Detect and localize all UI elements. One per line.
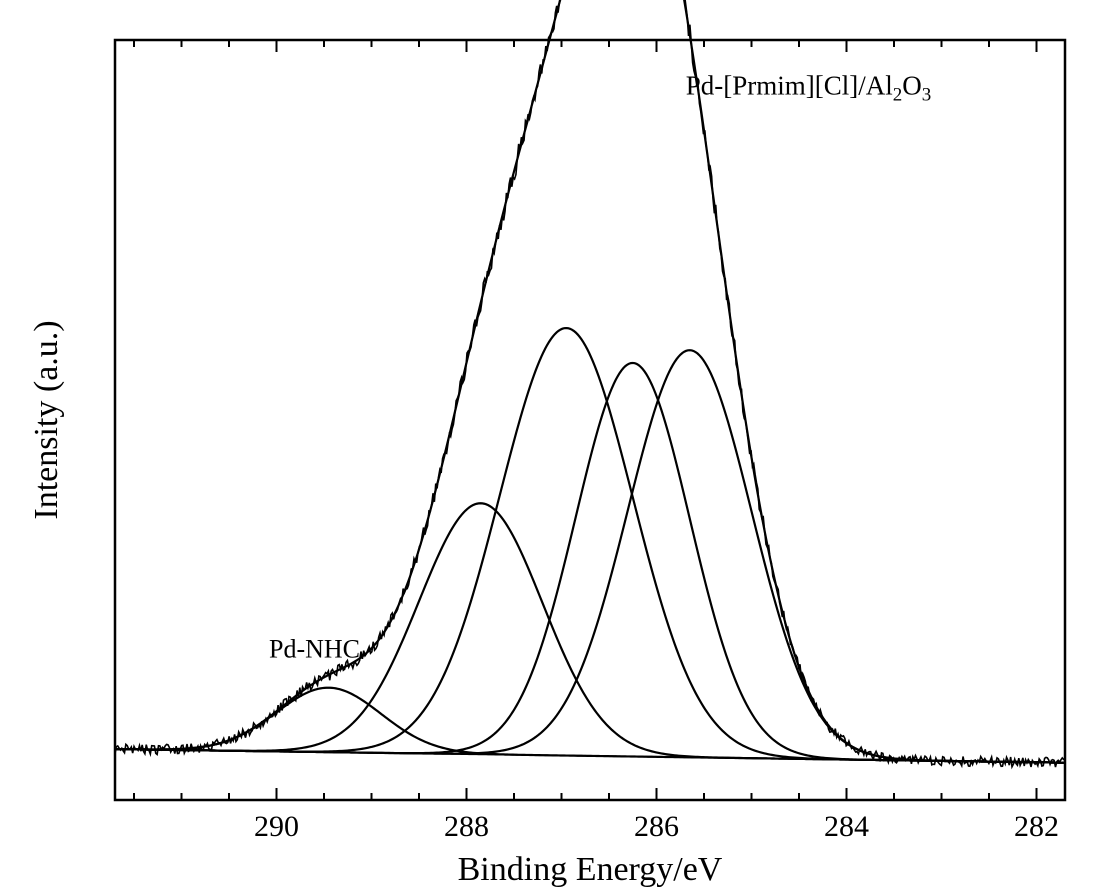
svg-text:284: 284 [824, 810, 869, 843]
xps-spectrum-chart: 290 288 286 284 282 Binding Energy/eV Intensit… [0, 0, 1101, 896]
svg-text:282: 282 [1014, 810, 1059, 843]
x-axis-label: Binding Energy/eV [458, 851, 723, 888]
chart-annotation: Pd-[Prmim][Cl]/Al2O3 [686, 70, 932, 105]
y-axis-label: Intensity (a.u.) [28, 320, 65, 519]
svg-text:288: 288 [444, 810, 489, 843]
chart-annotation: Pd-NHC [269, 635, 360, 664]
svg-text:290: 290 [254, 810, 299, 843]
svg-text:286: 286 [634, 810, 679, 843]
chart-svg: 290 288 286 284 282 Binding Energy/eV Intensit… [0, 0, 1101, 896]
